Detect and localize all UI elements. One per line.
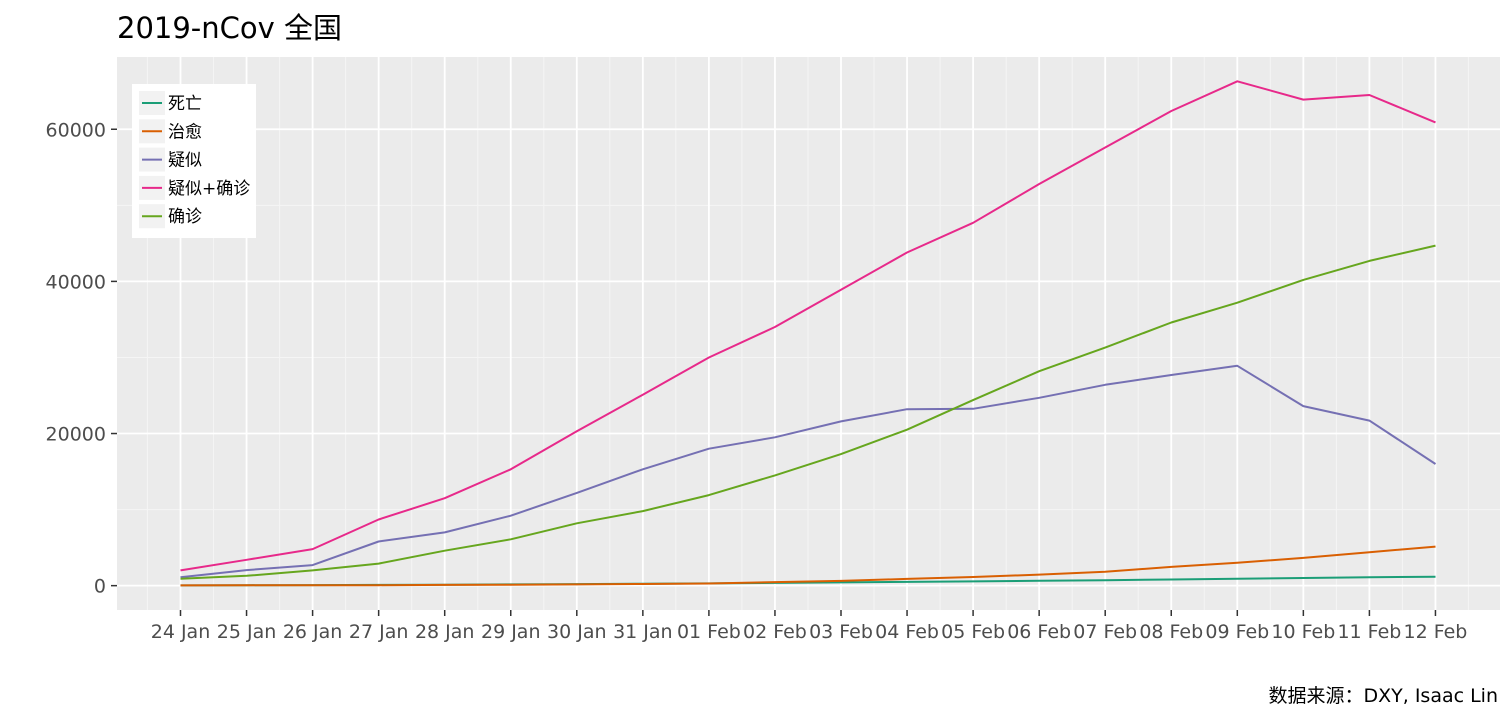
x-tick-label: 11 Feb [1337, 621, 1401, 643]
x-tick-label: 27 Jan [349, 621, 409, 643]
series-line-1 [180, 545, 1436, 587]
x-tick-label: 09 Feb [1205, 621, 1269, 643]
series-line-4 [180, 244, 1436, 580]
x-tick-label: 12 Feb [1404, 621, 1468, 643]
x-tick-label: 31 Jan [613, 621, 673, 643]
y-tick-label: 0 [94, 576, 106, 598]
x-tick-label: 29 Jan [481, 621, 541, 643]
y-tick-label: 60000 [46, 119, 106, 141]
x-tick-label: 01 Feb [677, 621, 741, 643]
x-tick-label: 28 Jan [415, 621, 475, 643]
y-tick-label: 40000 [46, 271, 106, 293]
series-line-3 [180, 80, 1436, 572]
x-tick-label: 06 Feb [1007, 621, 1071, 643]
chart-title: 2019-nCov 全国 [117, 11, 342, 45]
legend-label: 疑似 [168, 151, 202, 171]
legend-label: 死亡 [168, 94, 202, 114]
series-lines [180, 80, 1437, 587]
legend-label: 确诊 [168, 207, 202, 227]
x-tick-label: 25 Jan [217, 621, 277, 643]
series-line-2 [180, 364, 1437, 579]
x-tick-label: 03 Feb [809, 621, 873, 643]
minor-gridlines [117, 57, 1500, 610]
x-tick-label: 02 Feb [743, 621, 807, 643]
x-axis: 24 Jan 25 Jan 26 Jan 27 Jan 28 Jan 29 Jan 30 J… [151, 610, 1468, 643]
x-tick-label: 10 Feb [1271, 621, 1335, 643]
x-tick-label: 05 Feb [941, 621, 1005, 643]
major-gridlines [117, 57, 1500, 610]
x-tick-label: 04 Feb [875, 621, 939, 643]
y-tick-label: 20000 [46, 424, 106, 446]
legend-label: 治愈 [168, 122, 202, 142]
x-tick-label: 26 Jan [283, 621, 343, 643]
x-tick-label: 24 Jan [151, 621, 211, 643]
x-tick-label: 30 Jan [547, 621, 607, 643]
y-axis: 0 20000 40000 60000 [46, 119, 117, 598]
x-tick-label: 08 Feb [1139, 621, 1203, 643]
plot-panel [117, 57, 1500, 610]
chart-caption: 数据来源：DXY, Isaac Lin [1268, 685, 1498, 707]
legend-label: 疑似+确诊 [168, 179, 250, 199]
x-tick-label: 07 Feb [1073, 621, 1137, 643]
